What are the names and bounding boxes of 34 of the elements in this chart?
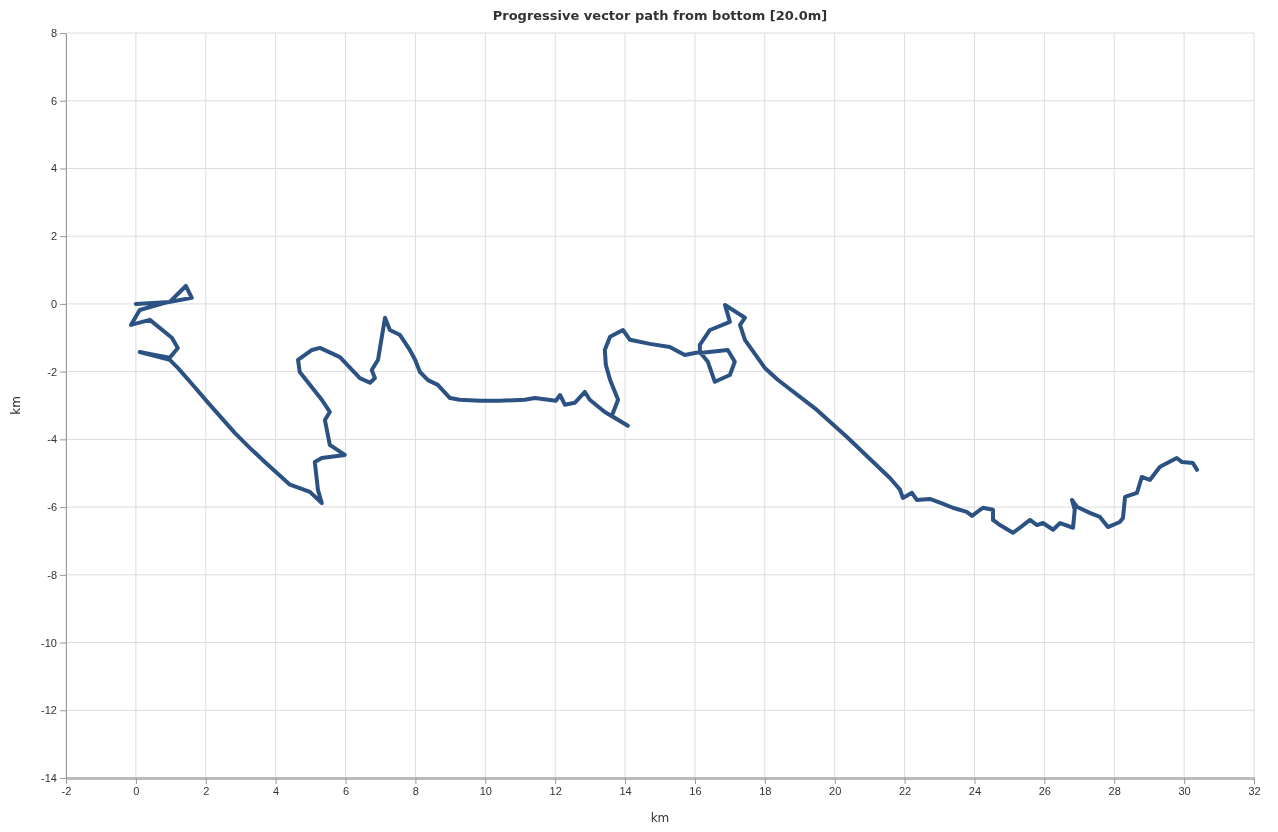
y-tick-label: 4 xyxy=(50,162,57,175)
x-tick-label: 18 xyxy=(759,784,772,797)
x-tick-label: 20 xyxy=(829,784,842,797)
x-tick-label: 30 xyxy=(1178,784,1191,797)
y-tick-label: -8 xyxy=(47,568,57,581)
y-tick-label: -12 xyxy=(41,704,57,717)
x-axis-title: km xyxy=(650,811,670,825)
x-tick-label: 6 xyxy=(342,784,350,797)
y-tick-label: -2 xyxy=(47,365,57,378)
y-tick-label: 6 xyxy=(50,94,57,107)
y-tick-label: -10 xyxy=(41,636,57,649)
x-tick-label: 22 xyxy=(898,784,912,797)
x-tick-label: -2 xyxy=(61,784,72,797)
x-tick-label: 2 xyxy=(203,784,210,797)
y-tick-label: -4 xyxy=(47,433,57,446)
y-tick-label: 8 xyxy=(50,27,57,40)
x-tick-label: 24 xyxy=(968,784,982,797)
x-tick-label: 12 xyxy=(549,784,562,797)
y-tick-label: -6 xyxy=(47,501,57,514)
y-tick-label: 0 xyxy=(50,297,57,310)
x-tick-label: 28 xyxy=(1108,784,1121,797)
x-tick-label: 32 xyxy=(1248,784,1261,797)
x-tick-label: 16 xyxy=(689,784,702,797)
x-tick-label: 8 xyxy=(412,784,419,797)
y-tick-label: 2 xyxy=(50,230,57,243)
x-tick-label: 10 xyxy=(479,784,492,797)
x-tick-label: 14 xyxy=(619,784,632,797)
y-axis-title: km xyxy=(9,396,23,415)
line-series xyxy=(128,283,1200,535)
chart-title: Progressive vector path from bottom [20.0m] xyxy=(492,8,828,23)
y-tick-label: -14 xyxy=(41,772,57,785)
x-tick-label: 4 xyxy=(273,784,280,797)
x-tick-label: 0 xyxy=(133,784,140,797)
x-tick-label: 26 xyxy=(1038,784,1051,797)
